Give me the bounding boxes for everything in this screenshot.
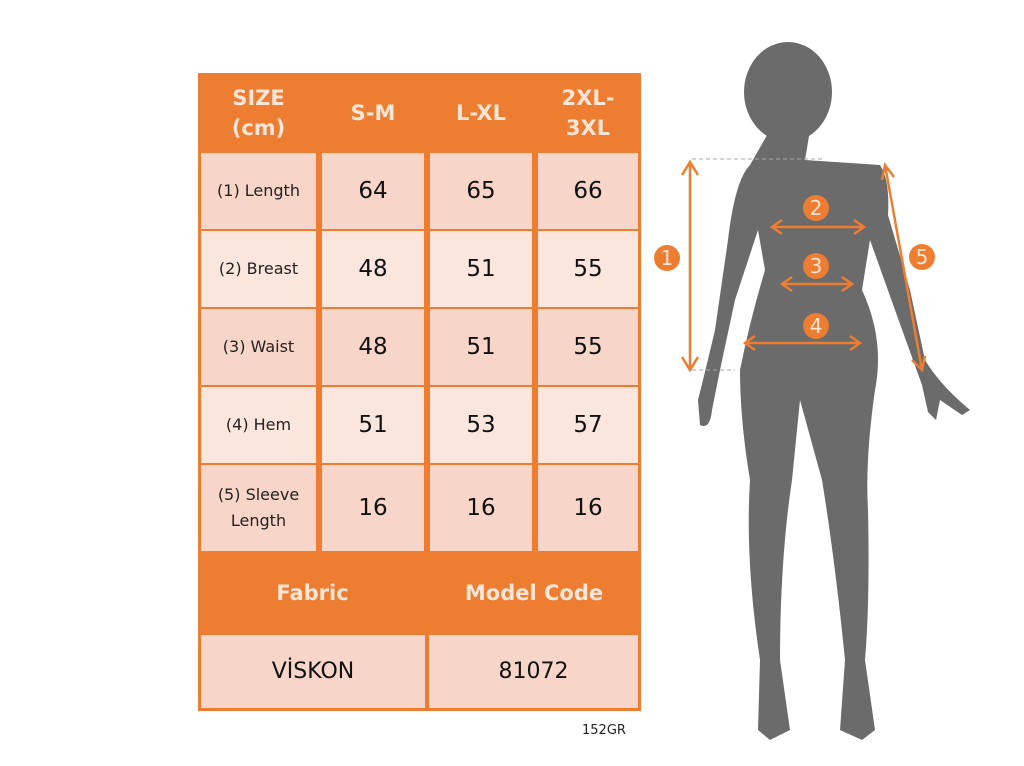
product-code: 152GR bbox=[582, 723, 626, 738]
row-label: (5) Sleeve Length bbox=[201, 465, 316, 551]
size-value: 48 bbox=[322, 231, 424, 307]
hem-arrow bbox=[742, 334, 863, 352]
marker-number: 2 bbox=[810, 196, 823, 220]
marker-number: 1 bbox=[661, 246, 674, 270]
header-l-xl: L-XL bbox=[456, 101, 506, 125]
marker-number: 3 bbox=[810, 254, 823, 278]
body-silhouette-figure: 1 2 3 4 5 bbox=[654, 42, 970, 740]
size-value: 48 bbox=[322, 309, 424, 385]
size-value: 55 bbox=[538, 309, 638, 385]
size-value: 53 bbox=[430, 387, 532, 463]
waist-arrow bbox=[779, 275, 855, 293]
size-value: 51 bbox=[322, 387, 424, 463]
marker-circle bbox=[803, 313, 829, 339]
size-value: 16 bbox=[538, 465, 638, 551]
model-code-value: 81072 bbox=[429, 635, 638, 708]
size-value: 16 bbox=[322, 465, 424, 551]
row-label: (4) Hem bbox=[201, 387, 316, 463]
size-value: 16 bbox=[430, 465, 532, 551]
marker-circle bbox=[803, 195, 829, 221]
header-fabric: Fabric bbox=[276, 581, 349, 605]
fabric-value: VİSKON bbox=[201, 635, 425, 708]
marker-number: 4 bbox=[810, 314, 823, 338]
marker-circle bbox=[803, 253, 829, 279]
size-value: 64 bbox=[322, 153, 424, 229]
size-value: 65 bbox=[430, 153, 532, 229]
row-label: (3) Waist bbox=[201, 309, 316, 385]
size-chart-table: SIZE (cm) S-M L-XL 2XL- 3XL (1) Length 64… bbox=[198, 73, 641, 711]
header-s-m: S-M bbox=[350, 101, 396, 125]
header-model-code: Model Code bbox=[464, 581, 604, 605]
size-value: 55 bbox=[538, 231, 638, 307]
marker-number: 5 bbox=[916, 245, 929, 269]
marker-circle bbox=[909, 244, 935, 270]
marker-circle bbox=[654, 245, 680, 271]
sleeve-arrow bbox=[880, 162, 927, 373]
row-label: (2) Breast bbox=[201, 231, 316, 307]
length-arrow bbox=[680, 159, 700, 373]
size-value: 66 bbox=[538, 153, 638, 229]
breast-arrow bbox=[769, 218, 867, 236]
size-value: 57 bbox=[538, 387, 638, 463]
size-value: 51 bbox=[430, 309, 532, 385]
silhouette-icon bbox=[698, 42, 970, 740]
header-2xl-3xl: 2XL- 3XL bbox=[561, 86, 615, 140]
row-label: (1) Length bbox=[201, 153, 316, 229]
header-size: SIZE (cm) bbox=[231, 86, 286, 140]
size-value: 51 bbox=[430, 231, 532, 307]
